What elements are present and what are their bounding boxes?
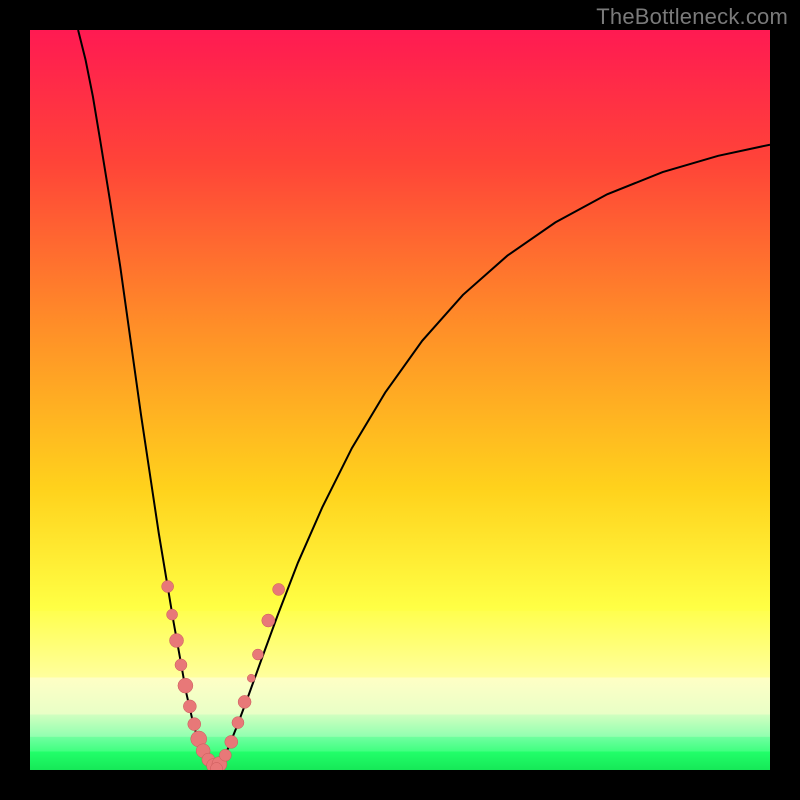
marker-dot [188, 718, 201, 731]
marker-dot [247, 674, 255, 682]
marker-dot [183, 700, 196, 713]
marker-dot [175, 659, 187, 671]
markers-group [162, 580, 285, 770]
marker-dot [162, 580, 174, 592]
marker-dot [262, 614, 275, 627]
watermark-text: TheBottleneck.com [596, 4, 788, 30]
marker-dot [178, 678, 193, 693]
chart-root: TheBottleneck.com [0, 0, 800, 800]
marker-dot [238, 695, 251, 708]
right-curve [215, 145, 770, 769]
marker-dot [232, 717, 244, 729]
left-curve [78, 30, 215, 769]
marker-dot [170, 634, 184, 648]
marker-dot [252, 649, 263, 660]
plot-area [30, 30, 770, 770]
curve-layer [30, 30, 770, 770]
marker-dot [225, 735, 238, 748]
marker-dot [167, 609, 178, 620]
marker-dot [219, 749, 231, 761]
marker-dot [273, 583, 285, 595]
